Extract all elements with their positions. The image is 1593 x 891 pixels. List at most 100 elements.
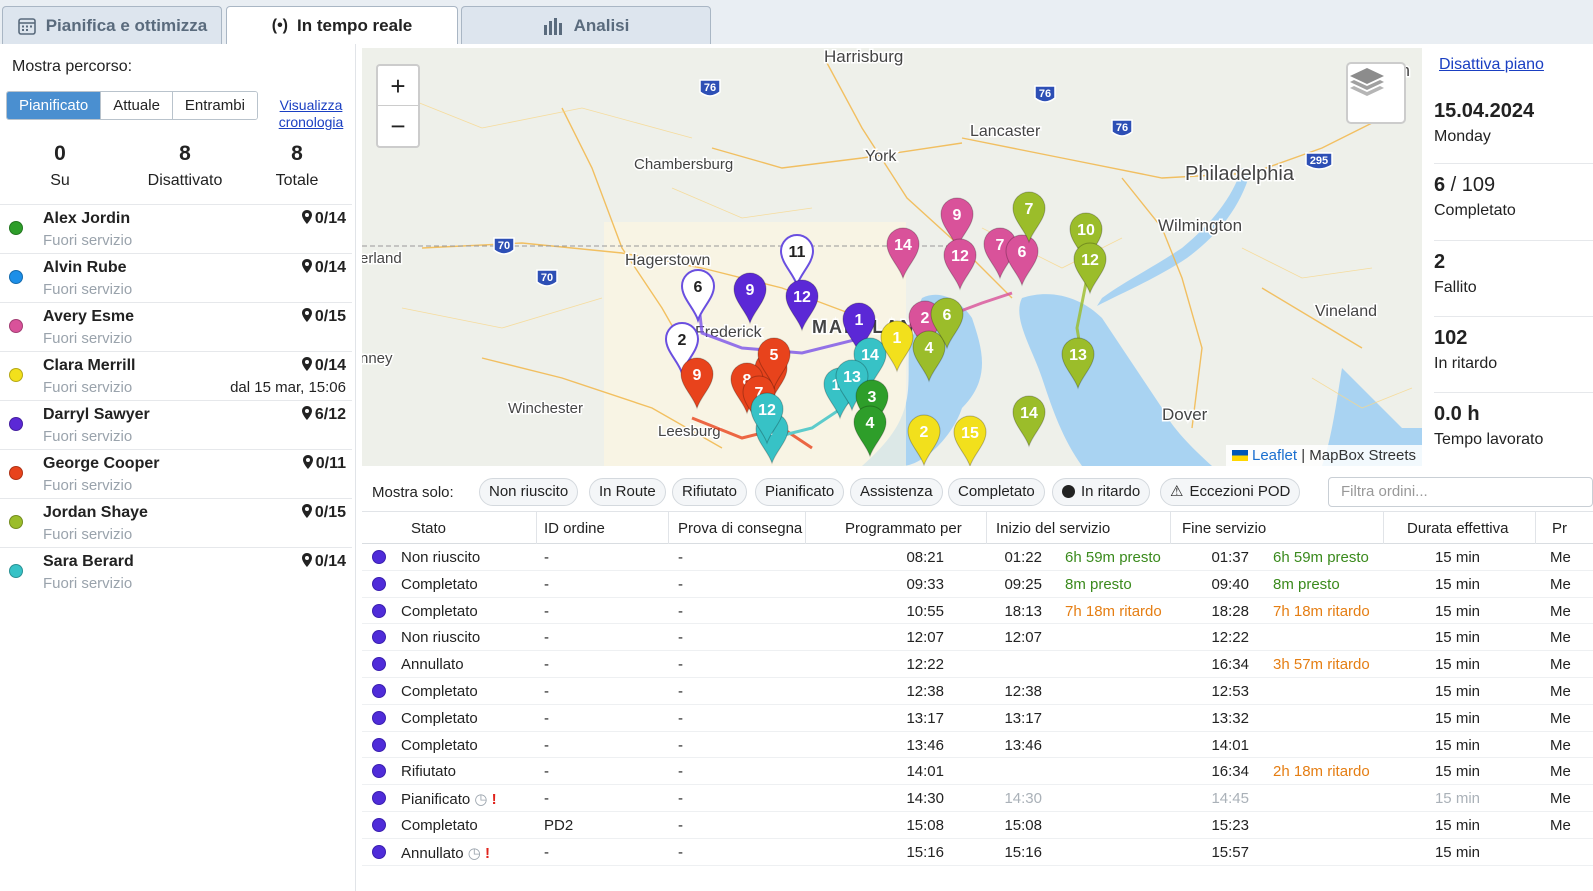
route-mode-both[interactable]: Entrambi [172,92,257,119]
map-marker[interactable]: 4 [912,330,946,383]
filter-pod-exceptions[interactable]: ⚠ Eccezioni POD [1160,478,1301,506]
map-marker[interactable]: 15 [953,415,987,466]
service-end-delta: 6h 59m presto [1273,549,1369,566]
table-row[interactable]: Completato - - 12:38 12:38 12:53 15 min Me [362,678,1593,705]
col-status[interactable]: Stato [411,520,447,537]
map-marker[interactable]: 5 [757,337,791,390]
map-marker[interactable]: 10 [1069,212,1103,265]
map-marker[interactable]: 11 [779,234,815,289]
table-row[interactable]: Pianificato ◷ ! - - 14:30 14:30 14:45 15 min Me [362,785,1593,812]
filter-completed[interactable]: Completato [948,478,1045,506]
map-marker[interactable]: 2 [664,322,700,377]
table-row[interactable]: Rifiutato - - 14:01 16:34 2h 18m ritardo 15 mi… [362,758,1593,786]
table-row[interactable]: Non riuscito - - 08:21 01:22 6h 59m presto 01:… [362,544,1593,571]
actual-duration: 15 min [1434,549,1480,566]
tab-bar: Pianifica e ottimizza (•) In tempo reale… [0,0,1593,44]
filter-assistance[interactable]: Assistenza [850,478,943,506]
map-marker[interactable]: 6 [930,297,964,350]
map-marker[interactable]: 6 [1005,234,1039,287]
status-text: Annullato [401,656,464,674]
map-marker[interactable]: 14 [1012,395,1046,448]
col-proof-of-delivery[interactable]: Prova di consegna [678,520,803,537]
map-marker[interactable]: 3 [855,379,889,432]
layers-button[interactable] [1346,62,1406,124]
map-marker[interactable]: 14 [886,227,920,280]
location-pin-icon [301,357,312,371]
deactivate-plan-link[interactable]: Disattiva piano [1439,56,1544,73]
stat-label: Disattivato [147,172,223,189]
map-marker[interactable]: 12 [1073,242,1107,295]
kpi-completed-sep: / [1445,174,1462,196]
map-marker[interactable]: 4 [853,405,887,458]
map-marker-label: 13 [1069,347,1087,364]
table-row[interactable]: Annullato - - 12:22 16:34 3h 57m ritardo 15 mi… [362,651,1593,678]
map-marker[interactable]: 9 [733,272,767,325]
map-marker[interactable]: 7 [1012,191,1046,244]
driver-status: Fuori servizio [43,330,133,347]
map-marker[interactable]: 13 [1061,337,1095,390]
tab-realtime[interactable]: (•) In tempo reale [226,6,458,44]
driver-status: Fuori servizio [43,232,133,249]
map[interactable]: 76 76 76 295 70 70 Harrisburg Lancaster Yo… [362,48,1422,466]
col-truncated[interactable]: Pr [1552,520,1567,537]
map-place-label: Philadelphia [1185,163,1295,185]
proof-of-delivery: - [678,602,683,620]
tab-analysis[interactable]: Analisi [461,6,711,44]
map-marker-label: 13 [843,369,861,386]
col-service-start[interactable]: Inizio del servizio [996,520,1111,537]
alert-icon: ! [485,844,490,862]
map-marker[interactable]: 9 [940,197,974,250]
order-filters: Mostra solo: Non riuscito In Route Rifiu… [362,472,1593,512]
route-mode-planned[interactable]: Pianificato [7,92,102,119]
driver-row[interactable]: Avery Esme Fuori servizio 0/15 [0,302,352,351]
filter-late[interactable]: In ritardo [1052,478,1151,506]
driver-color-dot [9,221,23,235]
filter-planned[interactable]: Pianificato [755,478,845,506]
leaflet-link[interactable]: Leaflet [1252,447,1298,464]
view-history-link[interactable]: Visualizza cronologia [278,97,344,130]
filter-rejected[interactable]: Rifiutato [672,478,748,506]
map-marker-label: 14 [1020,405,1038,422]
zoom-out-button[interactable]: − [390,111,406,141]
map-canvas[interactable]: 76 76 76 295 70 70 HarrisburgLancasterYo… [362,48,1422,466]
table-row[interactable]: Completato - - 09:33 09:25 8m presto 09:40 8m p… [362,571,1593,598]
map-marker[interactable]: 9 [680,357,714,410]
driver-row[interactable]: Alvin Rube Fuori servizio 0/14 [0,253,352,302]
table-row[interactable]: Completato - - 10:55 18:13 7h 18m ritardo 18:2… [362,598,1593,625]
filter-in-route[interactable]: In Route [589,478,666,506]
tab-plan-optimize[interactable]: Pianifica e ottimizza [2,6,222,44]
driver-count-value: 0/14 [314,210,346,227]
driver-row[interactable]: Alex Jordin Fuori servizio 0/14 [0,204,352,253]
table-row[interactable]: Non riuscito - - 12:07 12:07 12:22 15 min Me [362,624,1593,652]
map-marker[interactable]: 1 [880,320,914,373]
col-service-end[interactable]: Fine servizio [1182,520,1267,537]
zoom-in-button[interactable]: + [378,66,418,106]
table-row[interactable]: Completato - - 13:17 13:17 13:32 15 min Me [362,705,1593,732]
table-row[interactable]: Completato PD2 - 15:08 15:08 15:23 15 min Me [362,812,1593,839]
clock-icon: ◷ [463,844,485,862]
order-search-input[interactable]: Filtra ordini... [1328,477,1593,507]
map-marker[interactable]: 1 [842,302,876,355]
route-mode-actual[interactable]: Attuale [101,92,173,119]
driver-row[interactable]: Clara Merrill Fuori servizio 0/14 dal 15 ma… [0,351,352,400]
map-place-label: Hagerstown [625,252,710,269]
table-row[interactable]: Annullato ◷ ! - - 15:16 15:16 15:57 15 min [362,839,1593,866]
table-row[interactable]: Completato - - 13:46 13:46 14:01 15 min Me [362,732,1593,759]
map-marker[interactable]: 2 [907,414,941,466]
driver-row[interactable]: Jordan Shaye Fuori servizio 0/15 [0,498,352,547]
driver-row[interactable]: Sara Berard Fuori servizio 0/14 [0,547,352,596]
col-actual-duration[interactable]: Durata effettiva [1407,520,1509,537]
map-marker[interactable]: 6 [680,269,716,324]
map-marker[interactable]: 12 [785,279,819,332]
map-place-label: Frederick [695,324,763,341]
stat-total: 8 Totale [262,142,332,190]
actual-duration: 15 min [1434,843,1480,861]
map-marker[interactable]: 12 [943,238,977,291]
stat-on: 0 Su [20,142,100,190]
col-order-id[interactable]: ID ordine [544,520,605,537]
driver-row[interactable]: Darryl Sawyer Fuori servizio 6/12 [0,400,352,449]
filter-failed[interactable]: Non riuscito [479,478,579,506]
map-marker[interactable]: 12 [750,392,784,445]
col-scheduled[interactable]: Programmato per [845,520,962,537]
driver-row[interactable]: George Cooper Fuori servizio 0/11 [0,449,352,498]
